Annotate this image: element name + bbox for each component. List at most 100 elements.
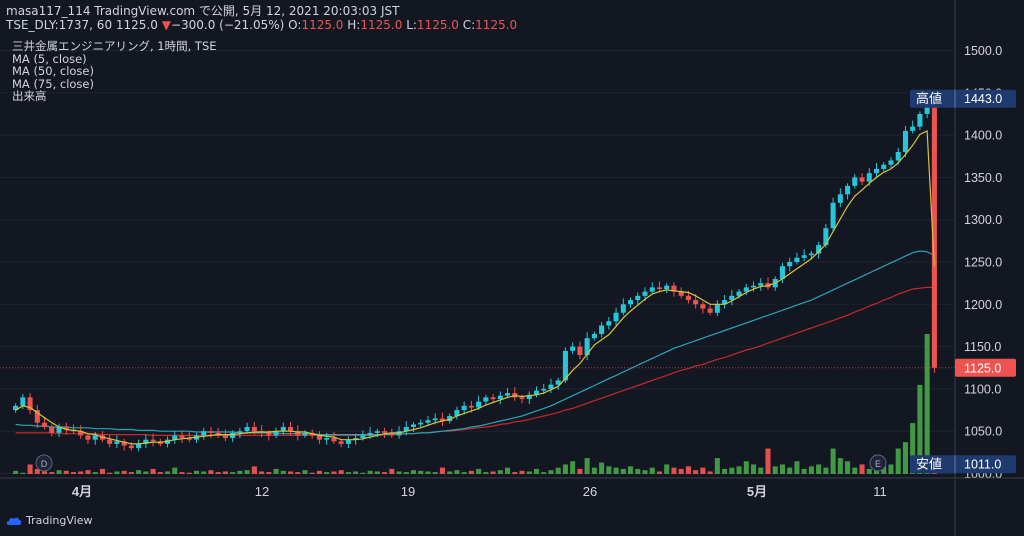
volume-bar	[895, 448, 901, 474]
candle-body	[447, 415, 453, 422]
volume-bar	[266, 472, 272, 474]
event-badge	[35, 454, 53, 472]
volume-bar	[866, 468, 872, 474]
volume-bar	[136, 470, 142, 474]
volume-bar	[685, 466, 691, 474]
legend-ma5[interactable]: MA (5, close)	[12, 51, 87, 66]
volume-bar	[13, 470, 19, 474]
y-tick-label: 1250.0	[964, 256, 1002, 270]
volume-bar	[114, 471, 120, 474]
candle-body	[693, 300, 699, 305]
cloud-icon	[6, 517, 22, 525]
candle-body	[794, 257, 800, 262]
volume-bar	[418, 470, 424, 474]
candle-body	[353, 437, 359, 440]
candle-body	[642, 291, 648, 296]
volume-bar	[555, 467, 561, 474]
candle-body	[425, 420, 431, 423]
volume-bar	[562, 464, 568, 474]
volume-bar	[483, 472, 489, 474]
volume-bar	[859, 464, 865, 474]
volume-bar	[244, 470, 250, 474]
price-markers: 高値 1443.0 1125.0 安値 1011.0 D E	[0, 89, 1016, 474]
candle-body	[845, 185, 851, 195]
candle-body	[222, 435, 228, 438]
volume-bar	[541, 472, 547, 474]
candle-body	[63, 426, 69, 430]
candle-body	[649, 287, 655, 292]
volume-bar	[628, 466, 634, 474]
volume-bar	[230, 472, 236, 474]
candle-body	[78, 431, 84, 436]
x-tick-label: 12	[255, 484, 269, 499]
event-badge	[869, 454, 887, 472]
ohlc-open-label: O:	[288, 18, 302, 32]
candle-body	[613, 312, 619, 322]
candle-body	[859, 177, 865, 182]
ohlc-close-label: C:	[462, 18, 476, 32]
legend-ma75[interactable]: MA (75, close)	[12, 76, 94, 91]
volume-bar	[881, 466, 887, 474]
y-tick-label: 1050.0	[964, 425, 1002, 439]
volume-bar	[309, 472, 315, 474]
volume-bar	[700, 467, 706, 474]
candle-body	[136, 443, 142, 449]
volume-bar	[447, 471, 453, 474]
candle-body	[664, 285, 670, 290]
volume-bar	[714, 458, 720, 474]
candle-body	[143, 439, 149, 444]
candle-body	[685, 295, 691, 301]
candle-body	[873, 168, 880, 174]
volume-bar	[280, 470, 286, 474]
legend-symbol[interactable]: 三井金属エンジニアリング, 1時間, TSE	[12, 39, 217, 53]
volume-bar	[389, 468, 395, 474]
volume-bar	[787, 467, 793, 474]
volume-bar	[707, 471, 713, 474]
candle-body	[461, 405, 467, 411]
candle-body	[917, 113, 923, 127]
brand-text: TradingView	[26, 514, 93, 527]
volume-bar	[577, 468, 583, 474]
candle-body	[555, 380, 561, 385]
volume-bar	[693, 470, 699, 474]
y-tick-label: 1350.0	[964, 171, 1002, 185]
volume-bar	[85, 470, 91, 474]
candle-body	[244, 426, 250, 432]
candle-body	[591, 333, 597, 339]
volume-bar	[107, 472, 113, 474]
candle-body	[266, 432, 272, 436]
volume-bar	[34, 468, 40, 474]
volume-bar	[497, 470, 503, 474]
tradingview-logo[interactable]: TradingView	[6, 514, 92, 527]
y-tick-label: 1150.0	[964, 340, 1001, 354]
candle-body	[230, 432, 236, 438]
candle-body	[902, 130, 908, 153]
symbol-quote: TSE_DLY:1737, 60 1125.0 ▼−300.0 (−21.05%…	[6, 18, 517, 32]
volume-bar	[193, 470, 200, 474]
publish-info: masa117_114 TradingView.com で公開, 5月 12, …	[6, 4, 400, 18]
volume-bar	[186, 472, 192, 474]
volume-bar	[765, 448, 771, 474]
volume-bar	[382, 472, 388, 474]
candle-body	[27, 397, 33, 411]
volume-bar	[432, 472, 438, 474]
ma50-path	[15, 250, 935, 436]
volume-bar	[143, 471, 149, 474]
x-tick-label: 11	[873, 484, 887, 499]
candle-body	[280, 426, 286, 432]
legend-ma50[interactable]: MA (50, close)	[12, 64, 94, 78]
low-marker-value: 1011.0	[964, 458, 1001, 472]
volume-bar	[273, 468, 279, 474]
candle-body	[570, 346, 576, 351]
volume-bar	[743, 461, 749, 474]
legend-volume[interactable]: 出来高	[12, 89, 47, 103]
candle-body	[866, 173, 872, 182]
high-marker-value: 1443.0	[964, 92, 1002, 106]
volume-bar	[27, 464, 33, 474]
candle-body	[208, 431, 214, 433]
volume-bar	[251, 466, 257, 474]
ma75-path	[15, 286, 935, 436]
volume-bar	[396, 471, 402, 474]
